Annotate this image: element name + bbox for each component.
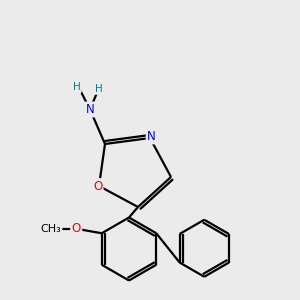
Text: CH₃: CH₃: [40, 224, 61, 234]
Text: N: N: [147, 130, 156, 143]
Text: O: O: [93, 179, 102, 193]
Text: H: H: [73, 82, 80, 92]
Text: H: H: [95, 83, 103, 94]
Text: N: N: [85, 103, 94, 116]
Text: O: O: [72, 222, 81, 235]
